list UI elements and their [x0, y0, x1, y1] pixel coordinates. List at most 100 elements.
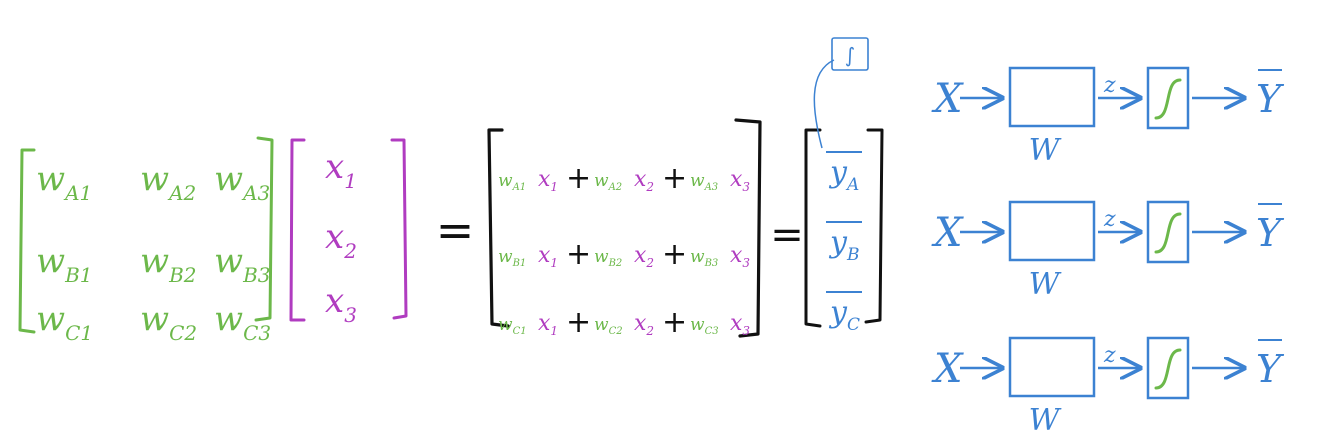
product-input-subscript: 1	[550, 180, 558, 194]
weight-entry-b2-base: w	[140, 241, 169, 281]
input-entry-x1: x1	[325, 147, 357, 193]
product-matrix-right-bracket	[734, 118, 762, 338]
plus-sign: +	[566, 237, 591, 272]
product-input-base: x	[538, 243, 551, 268]
plus-sign: +	[662, 161, 687, 196]
output-entry-ya-text-subscript: A	[845, 175, 859, 195]
product-input-base: x	[730, 167, 743, 192]
product-weight-base: w	[690, 171, 705, 191]
activation-box	[1146, 336, 1190, 400]
weight-entry-b1-base: w	[36, 241, 65, 281]
weight-entry-a3-base: w	[214, 159, 243, 199]
output-entry-yb: yB	[826, 221, 862, 265]
product-weight-c3: wC3	[690, 315, 719, 337]
product-weight-b3: wB3	[690, 247, 718, 269]
product-input-x2: x2	[634, 167, 654, 194]
product-input-subscript: 2	[645, 324, 654, 338]
product-weight-base: w	[594, 171, 609, 191]
product-input-x3: x3	[730, 167, 750, 194]
product-input-x1: x1	[538, 311, 558, 338]
product-input-base: x	[634, 243, 647, 268]
input-entry-x2-base: x	[325, 217, 344, 257]
product-weight-c1: wC1	[498, 315, 527, 337]
weight-entry-b1: wB1	[36, 241, 93, 287]
product-weight-subscript: C1	[513, 326, 527, 337]
weight-box-label: W	[1029, 133, 1062, 168]
product-input-base: x	[538, 311, 551, 336]
output-entry-yb-text: yB	[828, 225, 859, 265]
weight-entry-c1-subscript: C1	[65, 321, 93, 345]
weight-matrix-left-bracket	[18, 148, 36, 334]
product-input-x2: x2	[634, 243, 654, 270]
weight-matrix-right-bracket	[254, 136, 274, 322]
weight-box-label: W	[1029, 267, 1062, 302]
product-input-x1: x1	[538, 243, 558, 270]
weight-entry-c3-subscript: C3	[243, 321, 271, 345]
product-input-subscript: 2	[645, 256, 654, 270]
output-entry-yc-text: yC	[828, 295, 860, 335]
network-input-label: X	[931, 346, 964, 392]
product-weight-subscript: A3	[704, 182, 719, 193]
input-entry-x1-subscript: 1	[344, 169, 357, 193]
product-weight-subscript: B1	[512, 258, 527, 269]
output-vector-cells: y AyB yC	[826, 151, 862, 335]
sigmoid-curve	[1154, 348, 1182, 390]
product-weight-a1: wA1	[498, 171, 526, 193]
product-weight-c2: wC2	[594, 315, 623, 337]
sigmoid-callout-connector	[813, 59, 835, 149]
sigmoid-curve	[1154, 78, 1182, 120]
product-input-x3: x3	[730, 311, 750, 338]
weight-entry-a3: wA3	[214, 159, 270, 205]
weight-box-label: W	[1029, 403, 1062, 438]
weight-box	[1008, 200, 1096, 262]
output-vector-left-bracket	[804, 128, 822, 328]
product-input-base: x	[538, 167, 551, 192]
weight-box	[1008, 66, 1096, 128]
network-row-2: X Wz Y	[931, 200, 1285, 302]
sigmoid-curve	[1154, 212, 1182, 254]
product-input-base: x	[730, 311, 743, 336]
input-vector-left-bracket	[289, 138, 306, 322]
sigmoid-callout-symbol: ∫	[845, 43, 855, 67]
weight-entry-c3-base: w	[214, 299, 243, 339]
weight-entry-b3: wB3	[214, 241, 271, 287]
product-weight-subscript: C2	[609, 326, 623, 337]
product-input-base: x	[730, 243, 743, 268]
weight-entry-b1-subscript: B1	[64, 263, 92, 287]
weight-entry-b2: wB2	[140, 241, 197, 287]
product-weight-subscript: A2	[608, 182, 623, 193]
input-entry-x3: x3	[325, 281, 357, 327]
weight-entry-a2-base: w	[140, 159, 169, 199]
activation-box	[1146, 200, 1190, 264]
output-entry-yc: yC	[826, 291, 862, 335]
product-input-subscript: 3	[742, 256, 750, 270]
product-weight-subscript: C3	[705, 326, 719, 337]
output-entry-yb-text-base: y	[828, 225, 848, 260]
plus-sign: +	[566, 305, 591, 340]
product-weight-base: w	[690, 247, 705, 267]
weight-entry-c2-subscript: C2	[169, 321, 197, 345]
plus-sign: +	[662, 237, 687, 272]
weight-entry-c2-base: w	[140, 299, 169, 339]
weight-entry-a2-subscript: A2	[167, 181, 196, 205]
weight-entry-a1-subscript: A1	[63, 181, 92, 205]
product-matrix-left-bracket	[487, 128, 510, 328]
weight-entry-a1: wA1	[36, 159, 92, 205]
product-input-base: x	[634, 167, 647, 192]
z-label: z	[1103, 73, 1116, 98]
product-weight-b1: wB1	[498, 247, 526, 269]
product-weight-base: w	[498, 247, 513, 267]
network-row-3: X Wz Y	[931, 336, 1285, 438]
weight-entry-c1: wC1	[36, 299, 93, 345]
weight-entry-b2-subscript: B2	[168, 263, 196, 287]
product-weight-base: w	[690, 315, 705, 335]
input-entry-x3-base: x	[325, 281, 344, 321]
product-input-x3: x3	[730, 243, 750, 270]
weight-entry-a3-subscript: A3	[241, 181, 270, 205]
input-vector-right-bracket	[390, 138, 408, 320]
